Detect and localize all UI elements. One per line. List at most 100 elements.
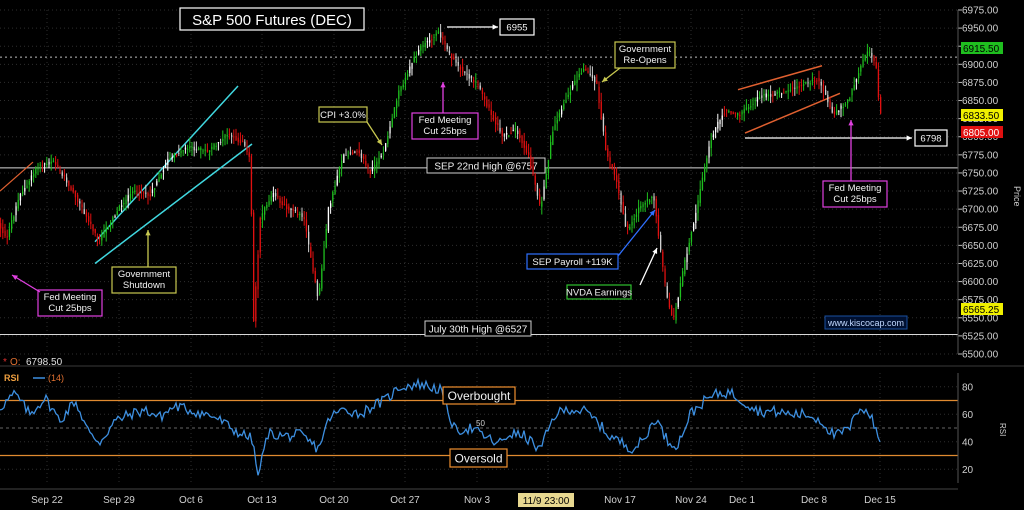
price-flag-label: 6915.50 bbox=[963, 44, 1000, 55]
candle-body bbox=[26, 185, 28, 189]
candle-body bbox=[294, 209, 297, 211]
candle-body bbox=[422, 45, 424, 48]
candle-body bbox=[341, 160, 343, 169]
candle-body bbox=[367, 165, 369, 168]
candle-body bbox=[140, 190, 143, 192]
candle-body bbox=[270, 196, 272, 202]
candle-body bbox=[622, 201, 624, 215]
candle-body bbox=[794, 87, 796, 89]
candle-body bbox=[561, 109, 563, 115]
candle-body bbox=[107, 226, 110, 228]
candle-body bbox=[374, 164, 376, 171]
candle-body bbox=[143, 192, 145, 194]
candle-body bbox=[871, 53, 873, 57]
candle-body bbox=[666, 286, 668, 298]
candle-body bbox=[565, 100, 567, 103]
candle-body bbox=[189, 146, 191, 149]
candle-body bbox=[112, 217, 114, 222]
candle-body bbox=[70, 186, 72, 191]
candle-body bbox=[39, 164, 41, 166]
price-flag bbox=[961, 42, 1003, 54]
candle-body bbox=[673, 315, 675, 318]
candle-body bbox=[877, 69, 880, 98]
date-tick-label: Oct 6 bbox=[179, 495, 203, 506]
candle-body bbox=[567, 94, 569, 97]
candle-body bbox=[453, 57, 455, 59]
candle-body bbox=[134, 190, 136, 193]
candle-body bbox=[312, 258, 314, 272]
candle-body bbox=[387, 135, 389, 144]
candle-body bbox=[792, 87, 794, 89]
candle-body bbox=[552, 131, 554, 145]
candle-body bbox=[682, 271, 684, 286]
candle-body bbox=[376, 161, 378, 167]
cursor-date-box bbox=[518, 493, 574, 507]
date-tick-label: Nov 17 bbox=[604, 495, 636, 506]
candle-body bbox=[156, 181, 158, 186]
wedge-lower-line bbox=[744, 92, 841, 134]
candle-body bbox=[811, 79, 814, 82]
channel-upper-line bbox=[94, 85, 239, 243]
candle-body bbox=[833, 111, 836, 115]
candle-body bbox=[393, 107, 396, 119]
candle-body bbox=[211, 146, 213, 150]
candle-body bbox=[433, 36, 435, 38]
annotation-box bbox=[37, 289, 103, 317]
candle-body bbox=[875, 62, 877, 69]
annotation-text: Shutdown bbox=[123, 280, 165, 291]
candle-body bbox=[508, 135, 510, 137]
annotation-text: Fed Meeting bbox=[419, 115, 472, 126]
cpi-arrow-head bbox=[376, 139, 382, 145]
candle-body bbox=[840, 105, 842, 109]
candle-body bbox=[332, 192, 334, 201]
candle-body bbox=[701, 177, 704, 190]
rsi-tick-label: 60 bbox=[962, 410, 974, 421]
candle-body bbox=[517, 130, 519, 135]
price-level-label-box bbox=[424, 320, 532, 337]
candle-body bbox=[145, 192, 147, 194]
candle-body bbox=[121, 205, 123, 208]
candle-body bbox=[646, 199, 649, 202]
candle-body bbox=[558, 113, 561, 118]
candle-body bbox=[442, 36, 444, 40]
candle-body bbox=[327, 207, 330, 231]
horizontal-lines: SEP 22nd High @6757 July 30th High @6527 bbox=[0, 56, 958, 337]
candle-body bbox=[521, 136, 523, 144]
candle-body bbox=[411, 63, 413, 69]
candle-body bbox=[717, 121, 719, 129]
candle-body bbox=[611, 164, 613, 169]
candle-body bbox=[187, 148, 189, 150]
candle-body bbox=[814, 80, 816, 82]
candle-body bbox=[158, 177, 160, 182]
candle-body bbox=[193, 146, 195, 151]
candle-body bbox=[391, 118, 393, 128]
candle-body bbox=[68, 180, 70, 186]
candle-body bbox=[532, 165, 534, 175]
annotation-text: Overbought bbox=[448, 389, 511, 403]
candle-body bbox=[580, 72, 583, 74]
candle-body bbox=[231, 135, 233, 137]
candle-body bbox=[209, 150, 211, 152]
candle-body bbox=[220, 141, 222, 143]
candle-body bbox=[715, 127, 717, 133]
candle-body bbox=[171, 156, 173, 159]
candle-body bbox=[204, 149, 206, 151]
candle-body bbox=[85, 212, 88, 217]
price-level-label: July 30th High @6527 bbox=[429, 325, 528, 336]
candle-body bbox=[627, 224, 629, 228]
candle-body bbox=[222, 138, 224, 142]
candle-body bbox=[754, 99, 756, 101]
candle-body bbox=[706, 158, 708, 169]
candle-body bbox=[745, 107, 748, 110]
date-tick-label: Nov 3 bbox=[464, 495, 491, 506]
candle-body bbox=[437, 31, 440, 34]
trend-channels bbox=[0, 65, 841, 265]
date-tick-label: Nov 24 bbox=[675, 495, 707, 506]
candle-body bbox=[123, 202, 125, 205]
annotation-box bbox=[449, 448, 508, 468]
candle-body bbox=[244, 141, 246, 146]
annotation-box bbox=[442, 386, 516, 405]
candle-body bbox=[510, 132, 512, 135]
candle-body bbox=[446, 45, 448, 50]
candle-body bbox=[338, 167, 341, 178]
